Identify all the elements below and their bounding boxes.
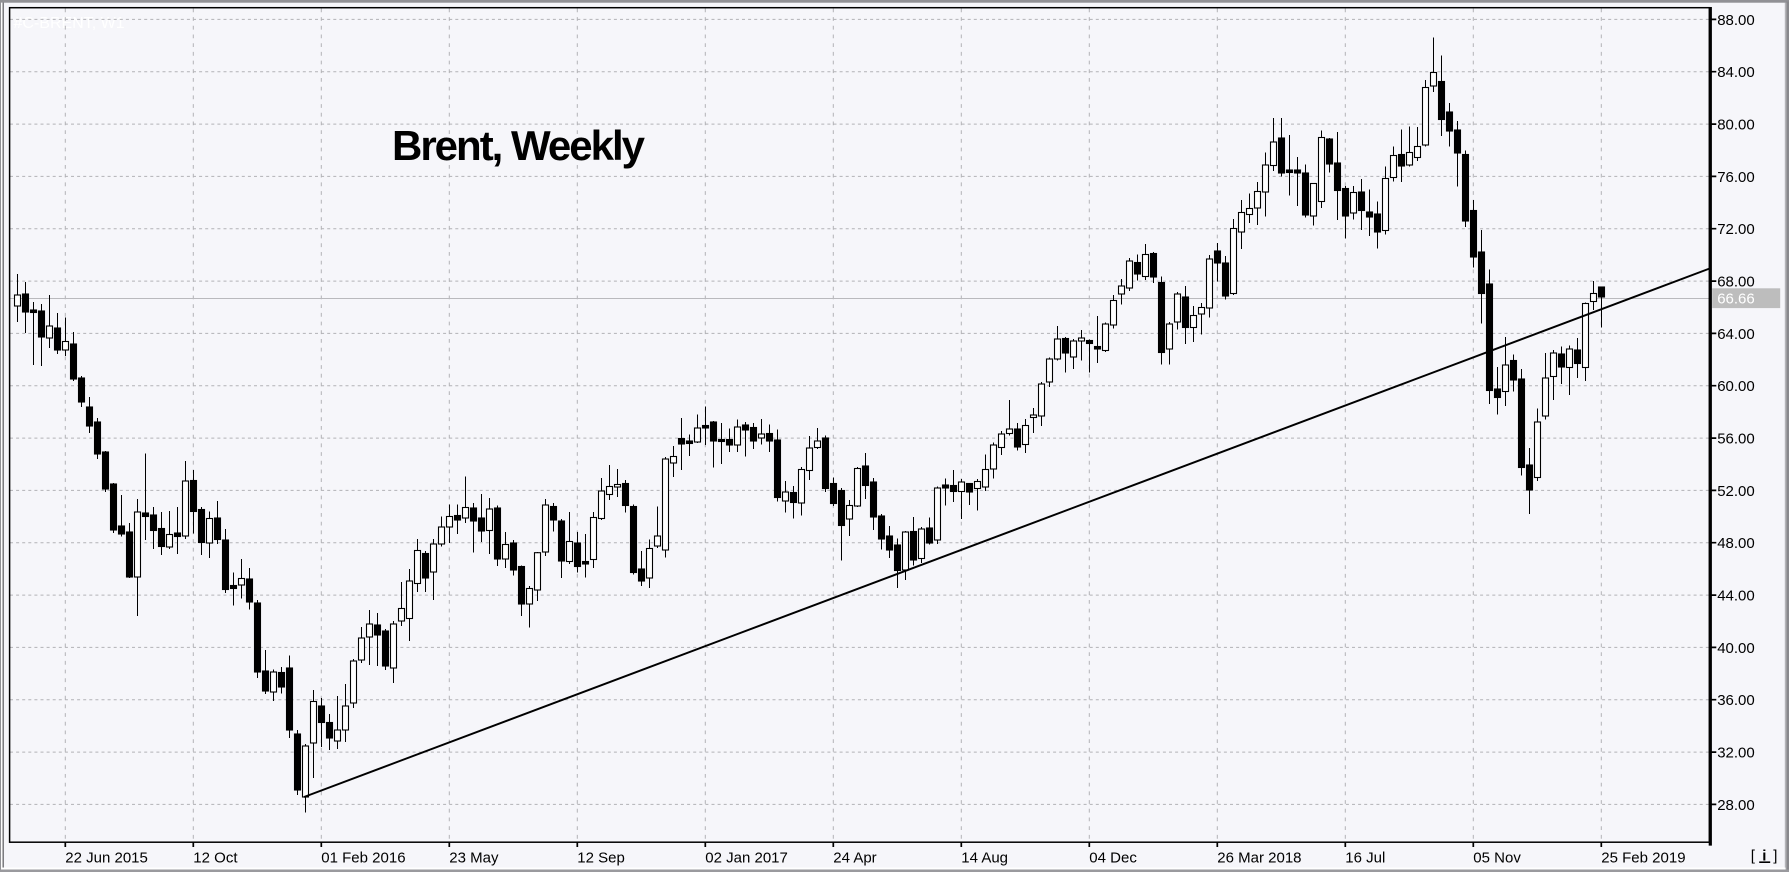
svg-text:[: [ xyxy=(1751,848,1756,865)
svg-text:16 Jul: 16 Jul xyxy=(1345,849,1385,866)
svg-text:32.00: 32.00 xyxy=(1717,745,1755,762)
svg-text:44.00: 44.00 xyxy=(1717,588,1755,605)
svg-text:02 Jan 2017: 02 Jan 2017 xyxy=(705,849,788,866)
svg-text:04 Dec: 04 Dec xyxy=(1089,849,1137,866)
svg-text:26 Mar 2018: 26 Mar 2018 xyxy=(1217,849,1301,866)
svg-text:88.00: 88.00 xyxy=(1717,12,1755,29)
svg-text:i: i xyxy=(1762,848,1766,865)
svg-text:48.00: 48.00 xyxy=(1717,535,1755,552)
svg-text:01 Feb 2016: 01 Feb 2016 xyxy=(321,849,405,866)
svg-text:84.00: 84.00 xyxy=(1717,64,1755,81)
svg-text:76.00: 76.00 xyxy=(1717,169,1755,186)
svg-text:23 May: 23 May xyxy=(449,849,499,866)
svg-text:60.00: 60.00 xyxy=(1717,378,1755,395)
svg-text:24 Apr: 24 Apr xyxy=(833,849,876,866)
svg-text:Brent, Weekly: Brent, Weekly xyxy=(392,122,646,169)
svg-text:56.00: 56.00 xyxy=(1717,431,1755,448)
svg-text:40.00: 40.00 xyxy=(1717,640,1755,657)
svg-text:64.00: 64.00 xyxy=(1717,326,1755,343)
svg-text:14 Aug: 14 Aug xyxy=(961,849,1008,866)
svg-text:12 Sep: 12 Sep xyxy=(577,849,625,866)
svg-text:05 Nov: 05 Nov xyxy=(1473,849,1521,866)
svg-text:22 Jun 2015: 22 Jun 2015 xyxy=(65,849,148,866)
svg-text:25 Feb 2019: 25 Feb 2019 xyxy=(1601,849,1685,866)
svg-text:52.00: 52.00 xyxy=(1717,483,1755,500)
svg-text:]: ] xyxy=(1773,848,1777,865)
svg-text:72.00: 72.00 xyxy=(1717,221,1755,238)
svg-text:#C-BRENT, W1: #C-BRENT, W1 xyxy=(14,15,125,32)
svg-text:28.00: 28.00 xyxy=(1717,797,1755,814)
svg-text:36.00: 36.00 xyxy=(1717,692,1755,709)
svg-text:68.00: 68.00 xyxy=(1717,274,1755,291)
svg-text:66.66: 66.66 xyxy=(1717,291,1755,308)
svg-text:12 Oct: 12 Oct xyxy=(193,849,238,866)
svg-text:80.00: 80.00 xyxy=(1717,117,1755,134)
